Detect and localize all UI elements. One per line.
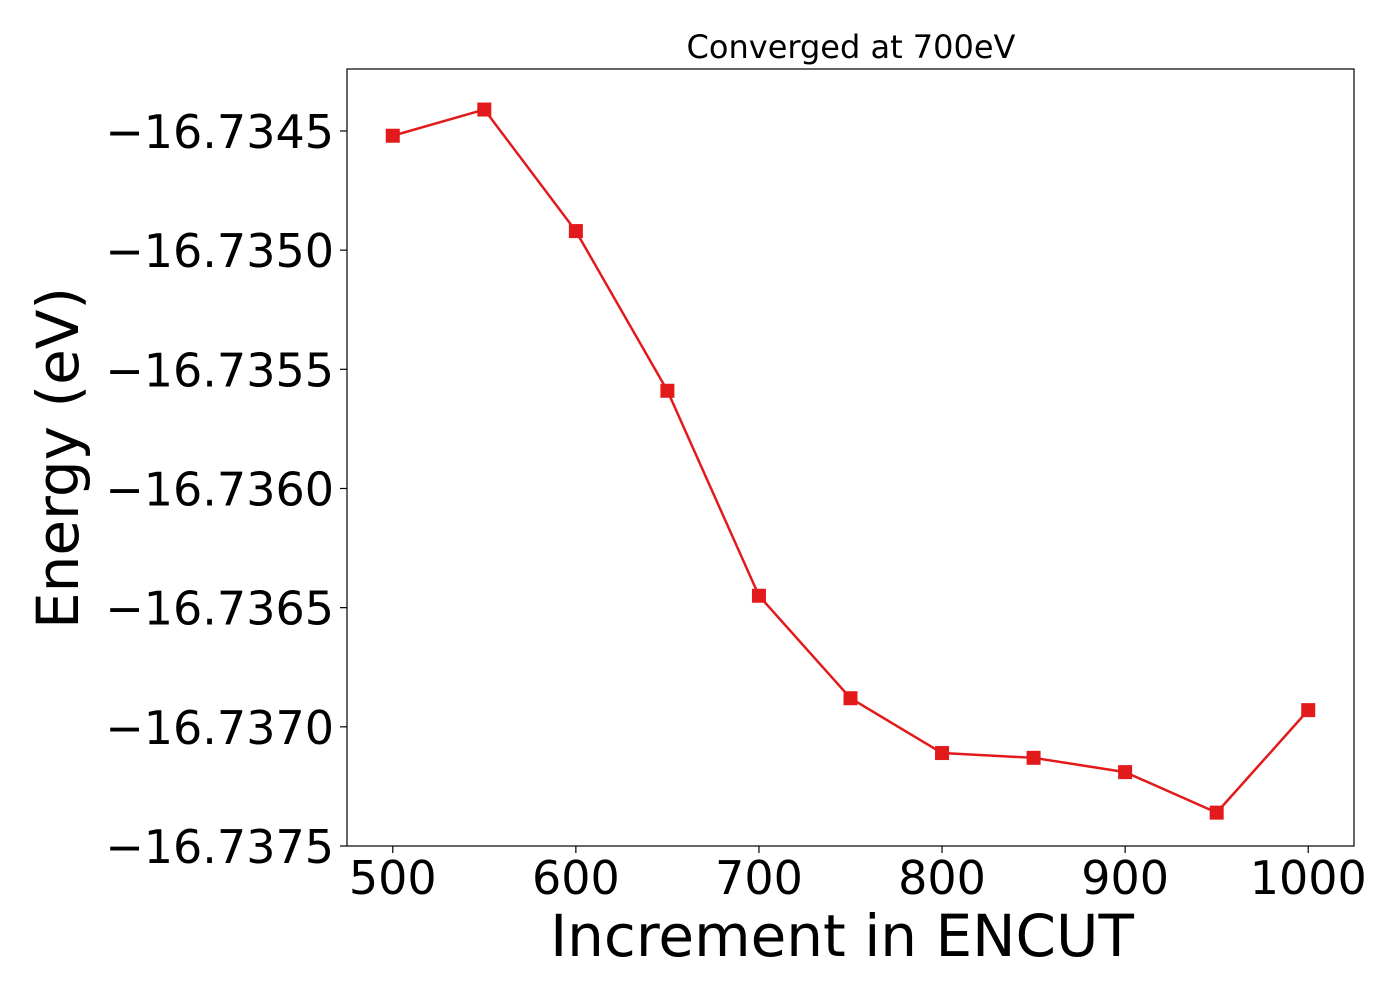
data-point-marker bbox=[660, 383, 675, 398]
data-point-marker bbox=[1209, 805, 1224, 820]
x-tick-label: 1000 bbox=[1250, 851, 1367, 905]
series-line bbox=[392, 108, 1310, 814]
data-point-marker bbox=[751, 588, 766, 603]
data-point-marker bbox=[843, 691, 858, 706]
data-point-marker bbox=[568, 224, 583, 239]
x-tick-label: 600 bbox=[532, 851, 620, 905]
y-tick-label: −16.7350 bbox=[105, 224, 334, 278]
plot-area: 500 600 700 800 900 1000 −16.7345 −16.7350 −16.7… bbox=[105, 68, 1367, 905]
chart-title: Converged at 700eV bbox=[687, 28, 1016, 66]
data-point-marker bbox=[935, 746, 950, 761]
x-tick-label: 500 bbox=[349, 851, 437, 905]
plot-frame bbox=[346, 68, 1355, 847]
x-axis-label: Increment in ENCUT bbox=[550, 902, 1134, 970]
y-tick-label: −16.7345 bbox=[105, 105, 334, 159]
y-axis-label: Energy (eV) bbox=[24, 287, 92, 629]
data-point-marker bbox=[1026, 750, 1041, 765]
y-tick-label: −16.7370 bbox=[105, 701, 334, 755]
y-tick-label: −16.7365 bbox=[105, 582, 334, 636]
y-tick-label: −16.7355 bbox=[105, 343, 334, 397]
x-tick-label: 700 bbox=[715, 851, 803, 905]
y-tick-label: −16.7375 bbox=[105, 820, 334, 874]
x-tick-label: 900 bbox=[1081, 851, 1169, 905]
data-point-marker bbox=[1118, 765, 1133, 780]
data-point-marker bbox=[477, 102, 492, 117]
data-point-marker bbox=[385, 128, 400, 143]
data-point-marker bbox=[1301, 703, 1316, 718]
x-tick-label: 800 bbox=[898, 851, 986, 905]
y-tick-label: −16.7360 bbox=[105, 462, 334, 516]
